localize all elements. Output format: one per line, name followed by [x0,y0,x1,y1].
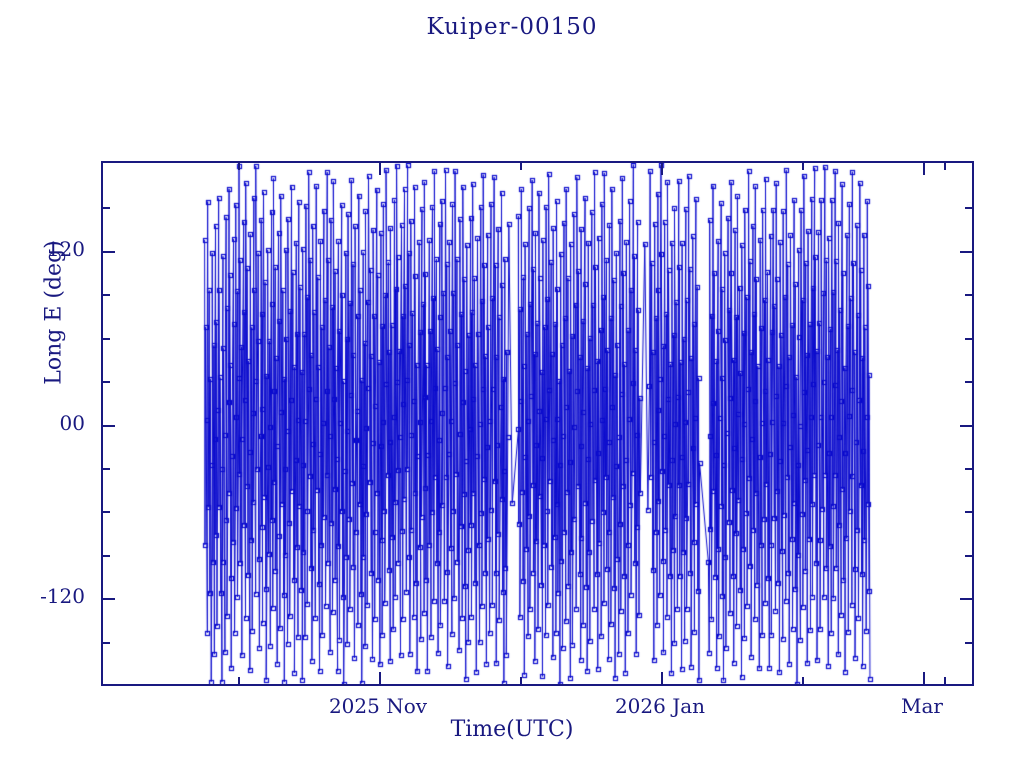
axis-tick [965,337,972,340]
x-tick-label: Mar [901,694,943,718]
axis-tick [802,677,804,684]
axis-tick [379,672,381,684]
axis-tick [103,641,110,644]
axis-tick [960,250,972,253]
axis-tick [520,163,522,170]
axis-tick [103,250,115,253]
y-tick-label: -120 [40,584,85,609]
axis-tick [960,424,972,427]
axis-tick [103,467,110,470]
axis-tick [965,381,972,384]
axis-tick [661,672,663,684]
axis-tick [965,511,972,514]
axis-tick [103,424,115,427]
axis-tick [960,598,972,601]
axis-tick [923,672,925,684]
axis-tick [944,677,946,684]
axis-tick [965,641,972,644]
axis-tick [103,554,110,557]
x-tick-label: 2026 Jan [614,694,706,718]
axis-tick [103,598,115,601]
axis-tick [802,163,804,170]
scatter-data-canvas [103,163,972,684]
axis-tick [923,163,925,175]
axis-tick [103,337,110,340]
axis-tick [520,677,522,684]
axis-tick [379,163,381,175]
y-axis-title: Long E (deg) [41,240,67,385]
axis-tick [965,467,972,470]
axis-tick [238,677,240,684]
y-tick-label: 120 [46,236,85,261]
x-axis-title: Time(UTC) [450,717,574,742]
page-title: Kuiper-00150 [426,14,598,40]
axis-tick [103,207,110,210]
axis-tick [103,294,110,297]
y-tick-label: 00 [59,410,85,435]
axis-tick [103,511,110,514]
axis-tick [965,207,972,210]
plot-frame [101,161,974,686]
axis-tick [661,163,663,175]
axis-tick [103,381,110,384]
axis-tick [944,163,946,170]
axis-tick [965,294,972,297]
x-tick-label: 2025 Nov [328,694,428,718]
axis-tick [965,554,972,557]
axis-tick [238,163,240,170]
